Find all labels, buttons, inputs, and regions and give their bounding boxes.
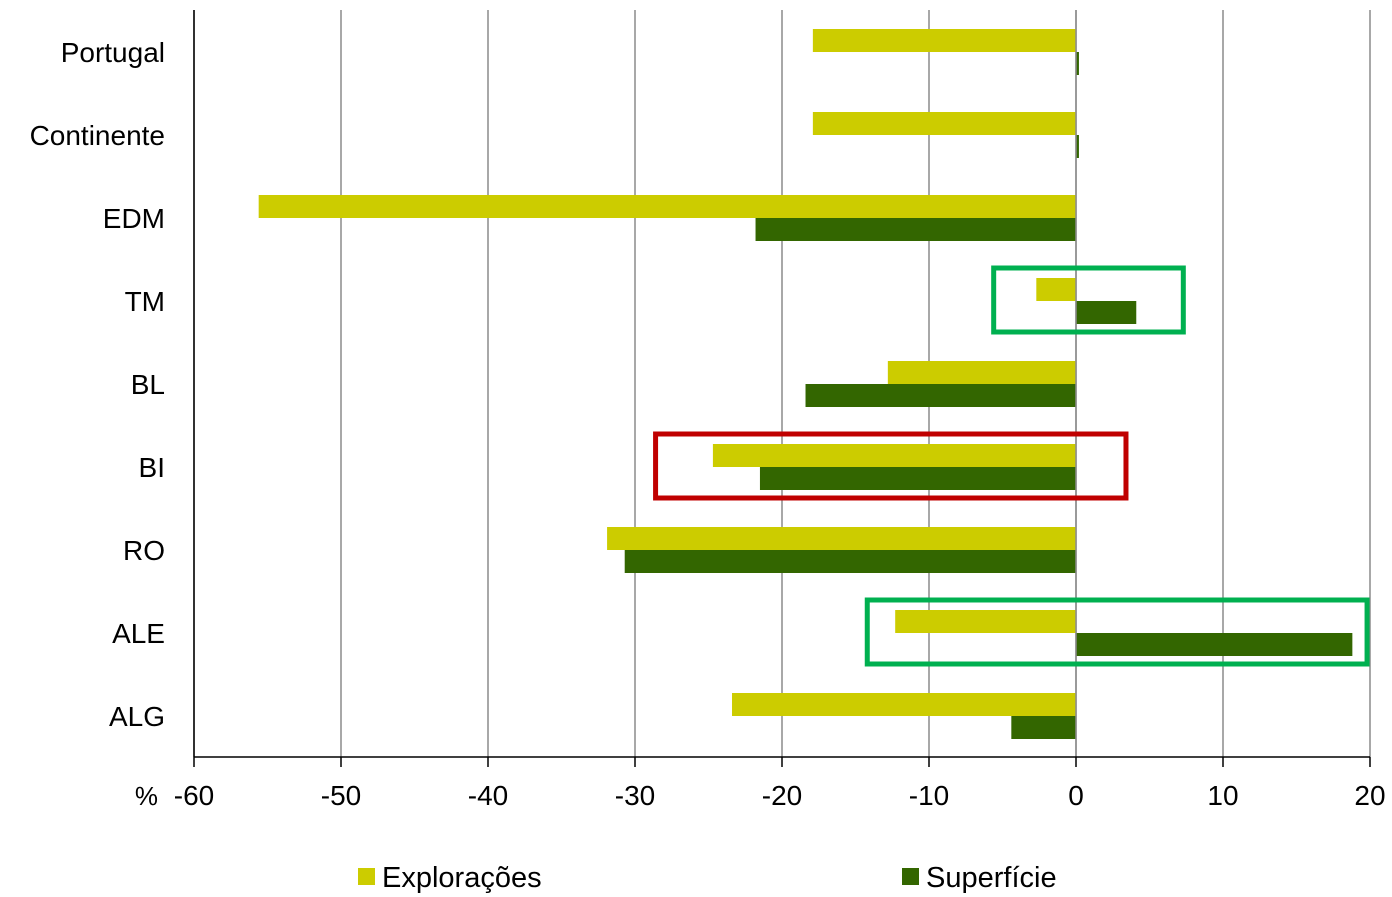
bar-superficie bbox=[1076, 52, 1079, 75]
highlight-boxes bbox=[653, 265, 1370, 667]
x-axis: -60 -50 -40 -30 -20 -10 0 10 20% bbox=[135, 10, 1386, 811]
bar-superficie bbox=[1011, 716, 1076, 739]
bar-exploracoes bbox=[732, 693, 1076, 716]
category-label: BL bbox=[131, 369, 165, 400]
bars bbox=[258, 10, 1353, 757]
category-label: Continente bbox=[30, 120, 165, 151]
bar-exploracoes bbox=[712, 444, 1076, 467]
x-tick-label: -10 bbox=[909, 780, 949, 811]
bar-superficie bbox=[759, 467, 1076, 490]
legend-swatch bbox=[902, 868, 919, 885]
category-labels: Portugal Continente EDM TM BL BI RO ALE ALG bbox=[30, 37, 165, 732]
bar-superficie bbox=[805, 384, 1076, 407]
x-tick-label: -60 bbox=[174, 780, 214, 811]
x-tick-label: 20 bbox=[1354, 780, 1385, 811]
bar-superficie bbox=[1076, 633, 1353, 656]
bar-exploracoes bbox=[895, 610, 1076, 633]
highlight-box bbox=[653, 431, 1129, 501]
category-label: TM bbox=[125, 286, 165, 317]
x-tick-label: -40 bbox=[468, 780, 508, 811]
bar-exploracoes bbox=[812, 112, 1076, 135]
bar-superficie bbox=[1076, 301, 1137, 324]
category-label: ALE bbox=[112, 618, 165, 649]
bar-exploracoes bbox=[1036, 278, 1076, 301]
category-label: RO bbox=[123, 535, 165, 566]
bar-exploracoes bbox=[607, 527, 1076, 550]
highlight-box bbox=[864, 597, 1370, 667]
x-tick-label: 0 bbox=[1068, 780, 1084, 811]
legend-swatch bbox=[358, 868, 375, 885]
x-unit-prefix: % bbox=[135, 781, 158, 811]
category-label: BI bbox=[139, 452, 165, 483]
x-tick-label: 10 bbox=[1207, 780, 1238, 811]
legend-label: Superfície bbox=[926, 862, 1057, 894]
x-tick-label: -50 bbox=[321, 780, 361, 811]
category-label: Portugal bbox=[61, 37, 165, 68]
highlight-box bbox=[991, 265, 1186, 335]
bar-exploracoes bbox=[258, 195, 1076, 218]
bar-exploracoes bbox=[887, 361, 1076, 384]
category-label: EDM bbox=[103, 203, 165, 234]
bar-superficie bbox=[1076, 135, 1079, 158]
x-tick-label: -20 bbox=[762, 780, 802, 811]
legend: Explorações Superfície bbox=[358, 862, 1057, 894]
x-tick-label: -30 bbox=[615, 780, 655, 811]
category-label: ALG bbox=[109, 701, 165, 732]
bar-superficie bbox=[755, 218, 1076, 241]
legend-label: Explorações bbox=[382, 862, 542, 894]
bar-superficie bbox=[624, 550, 1076, 573]
bar-exploracoes bbox=[812, 29, 1076, 52]
